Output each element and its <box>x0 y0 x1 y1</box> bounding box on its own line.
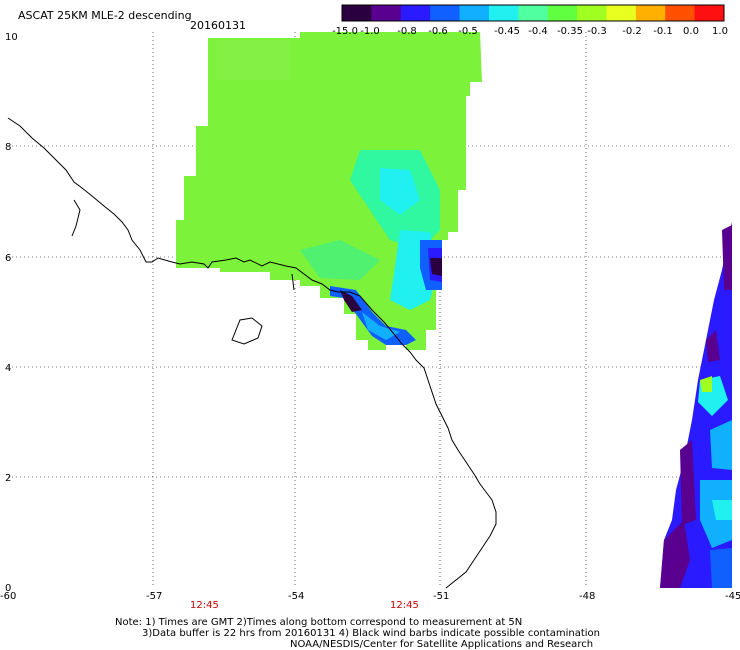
colorbar-swatch <box>518 5 549 21</box>
colorbar-border <box>341 4 725 22</box>
colorbar-label: -0.3 <box>587 26 607 37</box>
colorbar-swatch <box>459 5 490 21</box>
colorbar-label: -0.2 <box>622 26 642 37</box>
note-line-1: Note: 1) Times are GMT 2)Times along bot… <box>115 617 523 628</box>
coastline <box>7 117 497 589</box>
colorbar-swatch <box>547 5 578 21</box>
colorbar-swatch <box>665 5 696 21</box>
x-tick-label: -60 <box>0 591 17 602</box>
swath-right <box>660 222 732 588</box>
colorbar-label: -0.4 <box>528 26 548 37</box>
x-tick-label: -51 <box>433 591 450 602</box>
colorbar-swatch <box>694 5 725 21</box>
swath-left <box>176 32 482 350</box>
colorbar-label: 0.0 <box>683 26 699 37</box>
colorbar-label: -0.35 <box>557 26 583 37</box>
time-label-1: 12:45 <box>190 600 219 611</box>
y-tick-label: 2 <box>5 473 12 484</box>
colorbar-label: 1.0 <box>712 26 728 37</box>
colorbar-label: -15.0 <box>332 26 358 37</box>
note-line-2: 3)Data buffer is 22 hrs from 20160131 4)… <box>142 628 600 639</box>
y-tick-label: 0 <box>5 583 12 594</box>
colorbar-swatch <box>430 5 461 21</box>
colorbar-swatch <box>400 5 431 21</box>
x-tick-label: -48 <box>579 591 596 602</box>
colorbar-label: -0.1 <box>653 26 673 37</box>
colorbar-swatch <box>488 5 519 21</box>
x-tick-label: -57 <box>146 591 163 602</box>
colorbar-label: -0.5 <box>458 26 478 37</box>
colorbar <box>341 4 725 22</box>
time-label-2: 12:45 <box>390 600 419 611</box>
map-date: 20160131 <box>190 19 246 32</box>
colorbar-label: -0.45 <box>494 26 520 37</box>
colorbar-swatch <box>606 5 637 21</box>
x-tick-label: -45 <box>725 591 740 602</box>
y-tick-label: 6 <box>5 253 12 264</box>
colorbar-label: -0.6 <box>428 26 448 37</box>
colorbar-swatch <box>577 5 607 21</box>
y-tick-label: 8 <box>5 142 12 153</box>
colorbar-swatch <box>371 5 402 21</box>
colorbar-swatch <box>342 5 372 21</box>
colorbar-label: -0.8 <box>397 26 417 37</box>
y-tick-label: 10 <box>5 32 18 43</box>
x-tick-label: -54 <box>288 591 305 602</box>
credit-line: NOAA/NESDIS/Center for Satellite Applica… <box>290 639 594 650</box>
map-title: ASCAT 25KM MLE-2 descending <box>18 9 192 22</box>
colorbar-swatch <box>635 5 666 21</box>
y-tick-label: 4 <box>5 363 12 374</box>
colorbar-label: -1.0 <box>360 26 380 37</box>
